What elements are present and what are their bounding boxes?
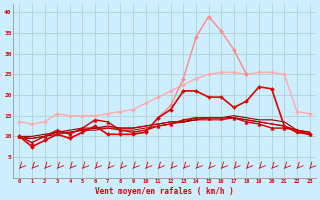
X-axis label: Vent moyen/en rafales ( km/h ): Vent moyen/en rafales ( km/h ) — [95, 187, 234, 196]
